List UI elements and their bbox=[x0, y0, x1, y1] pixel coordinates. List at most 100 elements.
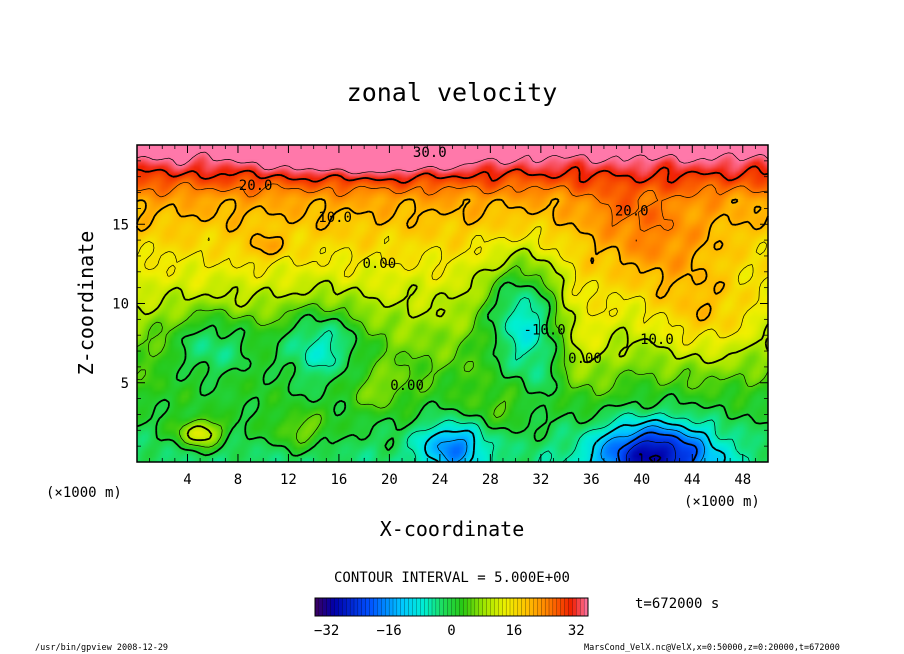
x-tick-label: 16 bbox=[330, 472, 347, 488]
colorbar-cell bbox=[572, 597, 577, 617]
colorbar-cell bbox=[490, 597, 495, 617]
colorbar-cell bbox=[482, 597, 488, 617]
colorbar-cell bbox=[533, 597, 538, 617]
colorbar-cell bbox=[580, 597, 585, 617]
contour-line bbox=[136, 181, 769, 242]
colorbar-cell bbox=[568, 597, 573, 617]
x-tick-label: 12 bbox=[280, 472, 297, 488]
colorbar-cell bbox=[392, 597, 398, 617]
colorbar-tick-label: −16 bbox=[376, 623, 401, 639]
colorbar-cell bbox=[502, 597, 507, 617]
contour-line bbox=[136, 165, 769, 184]
contour-line bbox=[136, 197, 769, 322]
contour-label: 20.0 bbox=[239, 178, 273, 194]
x-unit-label-left: (×1000 m) bbox=[46, 485, 122, 501]
colorbar-cell bbox=[377, 597, 382, 617]
colorbar-cell bbox=[459, 597, 464, 617]
colorbar-cell bbox=[420, 597, 425, 617]
colorbar-cell bbox=[505, 597, 511, 617]
colorbar-cell bbox=[424, 597, 429, 617]
x-tick-label: 8 bbox=[234, 472, 242, 488]
colorbar-cell bbox=[404, 597, 410, 617]
y-axis-ticks: 5 10 15 bbox=[112, 160, 768, 447]
colorbar-cell bbox=[564, 597, 569, 617]
colorbar-cell bbox=[513, 597, 519, 617]
x-tick-label: 4 bbox=[183, 472, 191, 488]
colorbar-cell bbox=[525, 597, 530, 617]
x-axis-ticks: 4 8 12 16 20 24 28 32 36 40 44 48 bbox=[149, 145, 756, 488]
x-tick-label: 24 bbox=[431, 472, 448, 488]
contour-label: -10.0 bbox=[524, 322, 566, 338]
colorbar-cell bbox=[529, 597, 534, 617]
colorbar-cell bbox=[330, 597, 335, 617]
y-tick-label: 10 bbox=[112, 297, 129, 313]
colorbar-cell bbox=[334, 597, 339, 617]
colorbar-cell bbox=[447, 597, 452, 617]
colorbar-cell bbox=[385, 597, 390, 617]
colorbar-cell bbox=[314, 597, 320, 617]
colorbar-cell bbox=[509, 597, 515, 617]
colorbar-cell bbox=[322, 597, 328, 617]
colorbar-cell bbox=[463, 597, 468, 617]
y-tick-label: 15 bbox=[112, 217, 129, 233]
colorbar-cell bbox=[576, 597, 581, 617]
colorbar-cell bbox=[443, 597, 449, 617]
contour-label: 20.0 bbox=[615, 204, 649, 220]
colorbar-cell bbox=[396, 597, 402, 617]
colorbar-cell bbox=[416, 597, 421, 617]
contour-line bbox=[136, 151, 769, 175]
y-tick-label: 5 bbox=[121, 376, 129, 392]
colorbar-cell bbox=[470, 597, 476, 617]
colorbar-cell bbox=[494, 597, 499, 617]
x-tick-label: 36 bbox=[583, 472, 600, 488]
contour-line bbox=[136, 226, 769, 346]
colorbar-cell bbox=[431, 597, 437, 617]
colorbar-cell bbox=[560, 597, 566, 617]
x-unit-label-right: (×1000 m) bbox=[684, 494, 760, 510]
colorbar-cell bbox=[427, 597, 433, 617]
heatmap-field bbox=[137, 145, 768, 462]
colorbar-cell bbox=[412, 597, 417, 617]
contour-label: 0.00 bbox=[390, 378, 424, 394]
colorbar-ticks: −32 −16 0 16 32 bbox=[314, 623, 585, 639]
colorbar-cell bbox=[466, 597, 472, 617]
contour-line bbox=[436, 425, 705, 463]
colorbar-cell bbox=[346, 597, 351, 617]
contour-label: 0.00 bbox=[362, 256, 396, 272]
colorbar-cell bbox=[361, 597, 367, 617]
colorbar-cell bbox=[365, 597, 371, 617]
colorbar-cell bbox=[318, 597, 324, 617]
colorbar-cell bbox=[486, 597, 491, 617]
colorbar-cell bbox=[451, 597, 456, 617]
x-tick-label: 48 bbox=[734, 472, 751, 488]
contour-line bbox=[136, 265, 769, 448]
colorbar-cell bbox=[498, 597, 503, 617]
contour-label: 10.0 bbox=[318, 210, 352, 226]
footer-right: MarsCond_VelX.nc@VelX,x=0:50000,z=0:2000… bbox=[584, 643, 840, 653]
contour-interval-text: CONTOUR INTERVAL = 5.000E+00 bbox=[334, 570, 570, 586]
colorbar-frame bbox=[314, 597, 589, 617]
colorbar-cell bbox=[408, 597, 413, 617]
footer-left: /usr/bin/gpview 2008-12-29 bbox=[35, 643, 168, 653]
colorbar: −32 −16 0 16 32 bbox=[314, 597, 589, 639]
colorbar-cell bbox=[544, 597, 550, 617]
chart-title: zonal velocity bbox=[347, 78, 558, 107]
colorbar-cell bbox=[357, 597, 363, 617]
colorbar-cell bbox=[552, 597, 558, 617]
colorbar-cell bbox=[474, 597, 480, 617]
x-tick-label: 20 bbox=[381, 472, 398, 488]
x-tick-label: 40 bbox=[633, 472, 650, 488]
colorbar-cell bbox=[353, 597, 359, 617]
colorbar-cell bbox=[439, 597, 445, 617]
contour-line bbox=[136, 281, 769, 457]
colorbar-tick-label: 16 bbox=[505, 623, 522, 639]
x-tick-label: 28 bbox=[482, 472, 499, 488]
colorbar-cell bbox=[342, 597, 347, 617]
colorbar-cell bbox=[455, 597, 460, 617]
colorbar-tick-label: 32 bbox=[568, 623, 585, 639]
colorbar-cell bbox=[338, 597, 343, 617]
colorbar-cell bbox=[478, 597, 484, 617]
contour-line bbox=[136, 247, 769, 442]
